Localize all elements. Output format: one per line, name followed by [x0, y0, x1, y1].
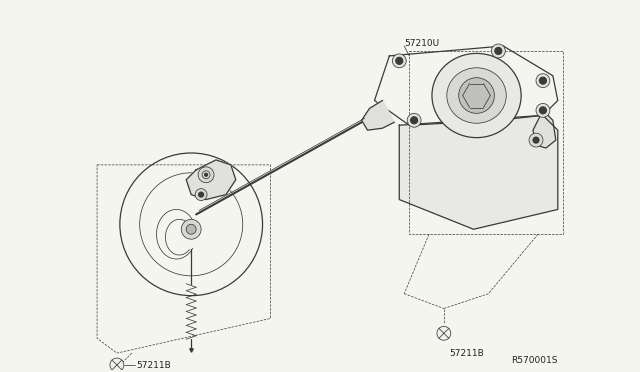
Circle shape: [181, 219, 201, 239]
Circle shape: [195, 189, 207, 201]
Polygon shape: [533, 110, 556, 148]
Circle shape: [205, 173, 207, 176]
Polygon shape: [186, 160, 236, 199]
Circle shape: [392, 54, 406, 68]
Circle shape: [411, 117, 417, 124]
Circle shape: [495, 48, 502, 54]
Circle shape: [529, 133, 543, 147]
Circle shape: [396, 57, 403, 64]
Text: 57211B: 57211B: [137, 360, 172, 369]
Text: R570001S: R570001S: [511, 356, 558, 365]
Circle shape: [492, 44, 505, 58]
Circle shape: [437, 326, 451, 340]
Circle shape: [198, 192, 204, 197]
Text: 57210U: 57210U: [404, 38, 439, 48]
Circle shape: [198, 167, 214, 183]
Ellipse shape: [447, 68, 506, 123]
Circle shape: [459, 78, 494, 113]
Polygon shape: [399, 115, 558, 229]
Circle shape: [540, 77, 547, 84]
Polygon shape: [362, 100, 394, 130]
Text: 57211B: 57211B: [449, 349, 484, 357]
Circle shape: [540, 107, 547, 114]
Circle shape: [186, 224, 196, 234]
Circle shape: [407, 113, 421, 127]
Circle shape: [536, 74, 550, 87]
Circle shape: [110, 358, 124, 372]
Circle shape: [533, 137, 539, 143]
Ellipse shape: [432, 54, 521, 138]
Circle shape: [536, 103, 550, 117]
